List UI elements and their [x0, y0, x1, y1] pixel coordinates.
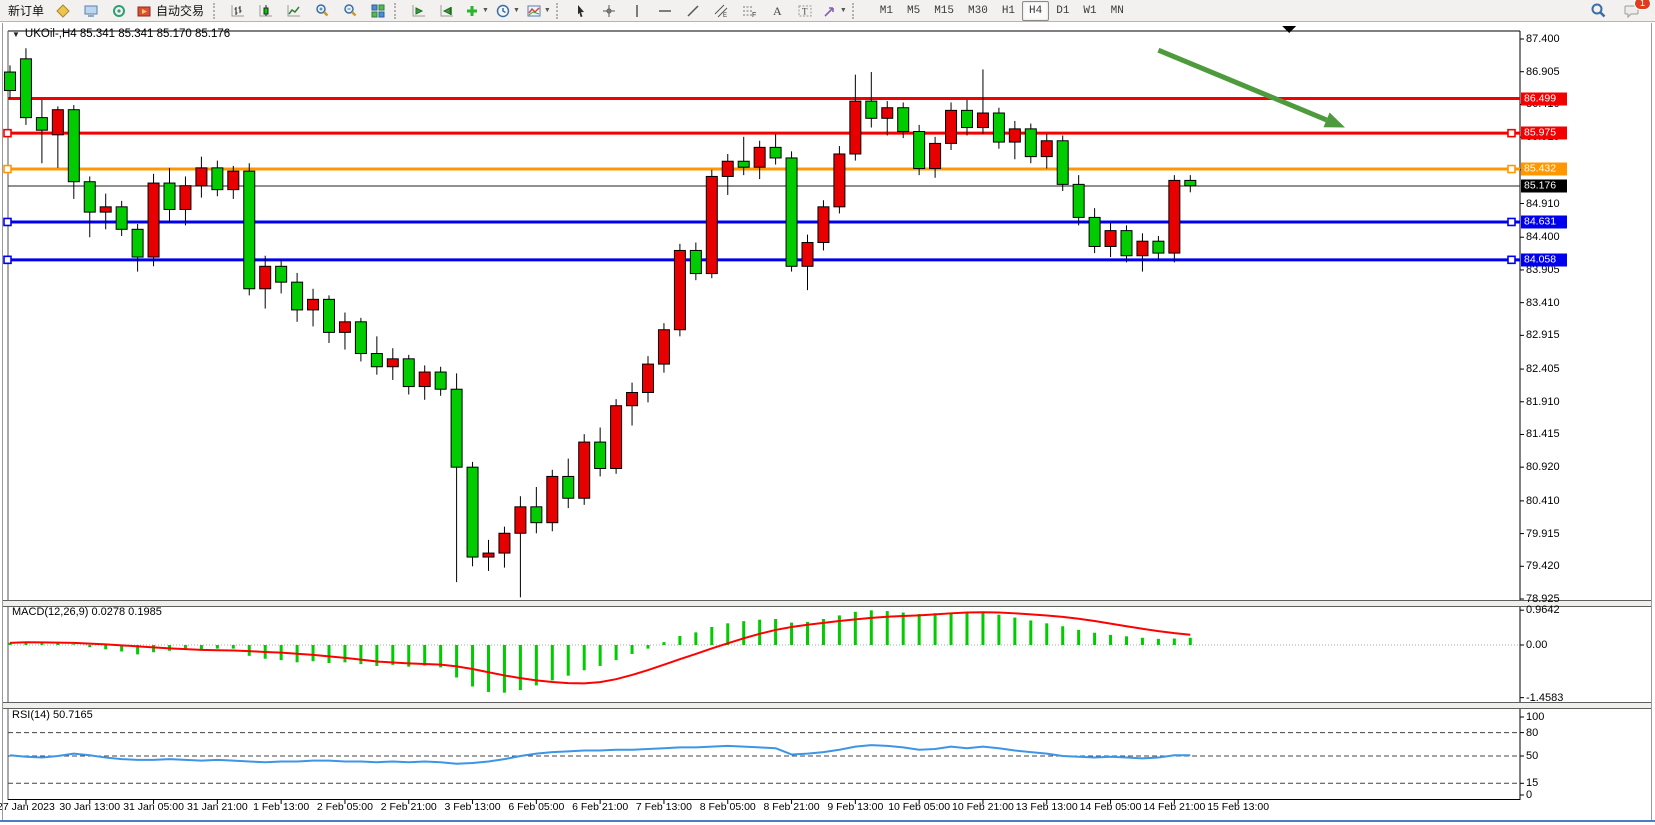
signal-icon[interactable] [105, 0, 133, 22]
toolbar-grip [213, 2, 220, 19]
period-icon[interactable]: ▼ [492, 0, 523, 22]
candlestick-chart-icon[interactable] [252, 0, 280, 22]
chart-shift-icon[interactable] [405, 0, 433, 22]
svg-text:E: E [723, 13, 727, 19]
dropdown-arrow-icon: ▼ [839, 7, 847, 14]
auto-trading-button[interactable]: 自动交易 [133, 0, 211, 22]
equidistant-channel-icon[interactable]: E [707, 0, 735, 22]
tf-button-H1[interactable]: H1 [995, 1, 1022, 21]
tf-button-MN[interactable]: MN [1104, 1, 1131, 21]
dropdown-arrow-icon: ▼ [543, 7, 551, 14]
tile-windows-icon[interactable] [364, 0, 392, 22]
svg-text:T: T [802, 6, 808, 16]
window-border-bottom [0, 820, 1655, 822]
window-border-right [1651, 23, 1652, 820]
timeframe-toolbar: M1 M5 M15 M30 H1 H4 D1 W1 MN [873, 0, 1131, 21]
rsi-panel-divider[interactable] [3, 702, 1652, 709]
notification-badge: 1 [1634, 0, 1651, 10]
tf-button-H4[interactable]: H4 [1022, 0, 1050, 21]
macd-panel-divider[interactable] [3, 600, 1652, 607]
svg-text:F: F [752, 12, 756, 19]
chart-window[interactable] [0, 23, 1655, 825]
text-label-icon[interactable]: T [791, 0, 819, 22]
tf-button-M1[interactable]: M1 [873, 1, 900, 21]
market-watch-icon[interactable] [49, 0, 77, 22]
cursor-icon[interactable] [567, 0, 595, 22]
vertical-line-icon[interactable] [623, 0, 651, 22]
tf-button-M15[interactable]: M15 [927, 1, 961, 21]
horizontal-line-icon[interactable] [651, 0, 679, 22]
svg-text:A: A [773, 4, 782, 18]
fibonacci-icon[interactable]: F [735, 0, 763, 22]
new-order-button[interactable]: 新订单 [3, 1, 49, 21]
tf-button-M5[interactable]: M5 [900, 1, 927, 21]
toolbar-grip [851, 2, 859, 19]
terminal-icon[interactable] [77, 0, 105, 22]
template-icon[interactable]: ▼ [523, 0, 554, 22]
toolbar-grip [555, 2, 563, 19]
window-border-left [2, 23, 3, 820]
tf-button-M30[interactable]: M30 [961, 1, 995, 21]
dropdown-arrow-icon: ▼ [512, 7, 520, 14]
search-icon[interactable] [1584, 0, 1612, 22]
text-icon[interactable]: A [763, 0, 791, 22]
toolbar-grip [394, 2, 401, 19]
bar-chart-icon[interactable] [224, 0, 252, 22]
tf-button-D1[interactable]: D1 [1049, 1, 1076, 21]
chat-icon[interactable]: 1 [1618, 0, 1651, 22]
chart-autoscroll-icon[interactable] [433, 0, 461, 22]
tf-button-W1[interactable]: W1 [1076, 1, 1103, 21]
zoom-in-icon[interactable] [308, 0, 336, 22]
dropdown-arrow-icon: ▼ [482, 7, 489, 14]
add-indicator-icon[interactable]: ▼ [461, 0, 492, 22]
toolbar: 新订单 自动交易 ▼ ▼ ▼ [0, 0, 1655, 22]
arrows-icon[interactable]: ▼ [819, 0, 850, 22]
trendline-icon[interactable] [679, 0, 707, 22]
zoom-out-icon[interactable] [336, 0, 364, 22]
line-chart-icon[interactable] [280, 0, 308, 22]
auto-trading-label: 自动交易 [156, 4, 205, 18]
crosshair-icon[interactable] [595, 0, 623, 22]
